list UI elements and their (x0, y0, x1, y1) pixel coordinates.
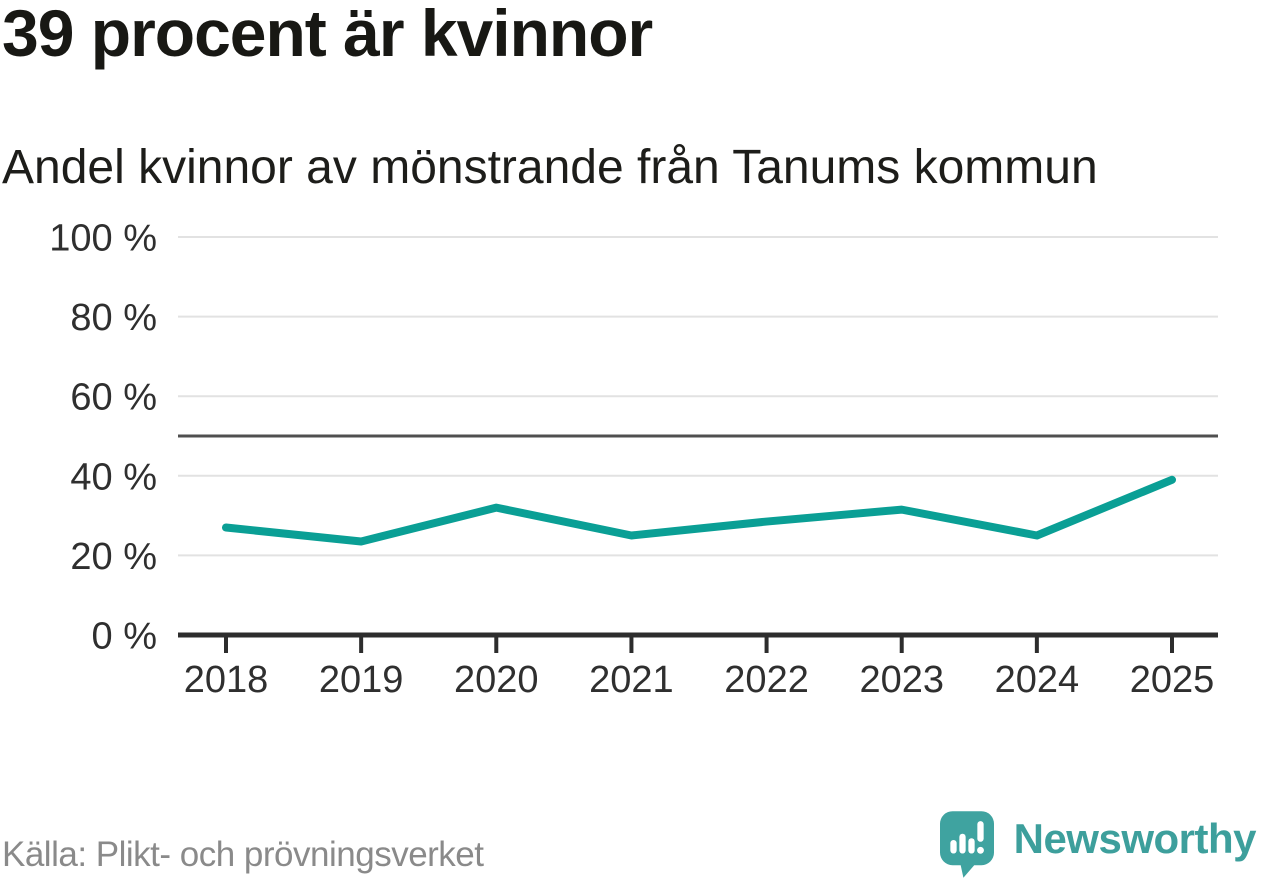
y-axis-label-0: 0 % (92, 616, 157, 658)
newsworthy-wordmark: Newsworthy (1013, 815, 1257, 862)
mini-bar-chart-glyph (949, 821, 984, 854)
y-axis-label-80: 80 % (70, 297, 157, 339)
x-axis-label-2022: 2022 (724, 659, 809, 701)
x-axis-label-2021: 2021 (589, 659, 674, 701)
exclamation-dot (976, 846, 984, 854)
y-axis-label-60: 60 % (70, 377, 157, 419)
data-line (222, 475, 1176, 546)
y-axis-label-20: 20 % (70, 536, 157, 578)
newsworthy-icon (939, 811, 994, 878)
y-axis-label-40: 40 % (70, 456, 157, 498)
speech-bubble-shape (939, 811, 994, 878)
page-title: 39 procent är kvinnor (2, 0, 653, 70)
x-axis-label-2025: 2025 (1130, 659, 1215, 701)
x-axis-label-2019: 2019 (319, 659, 404, 701)
x-axis-label-2020: 2020 (454, 659, 539, 701)
y-axis-label-100: 100 % (49, 218, 157, 260)
source-caption: Källa: Plikt- och prövningsverket (2, 835, 484, 874)
x-axis-label-2018: 2018 (184, 659, 269, 701)
exclamation-bar (976, 821, 984, 842)
chart-subtitle: Andel kvinnor av mönstrande från Tanums … (2, 141, 1098, 194)
x-axis-label-2023: 2023 (859, 659, 944, 701)
newsworthy-logo: Newsworthy (939, 811, 1257, 878)
x-axis-label-2024: 2024 (995, 659, 1080, 701)
